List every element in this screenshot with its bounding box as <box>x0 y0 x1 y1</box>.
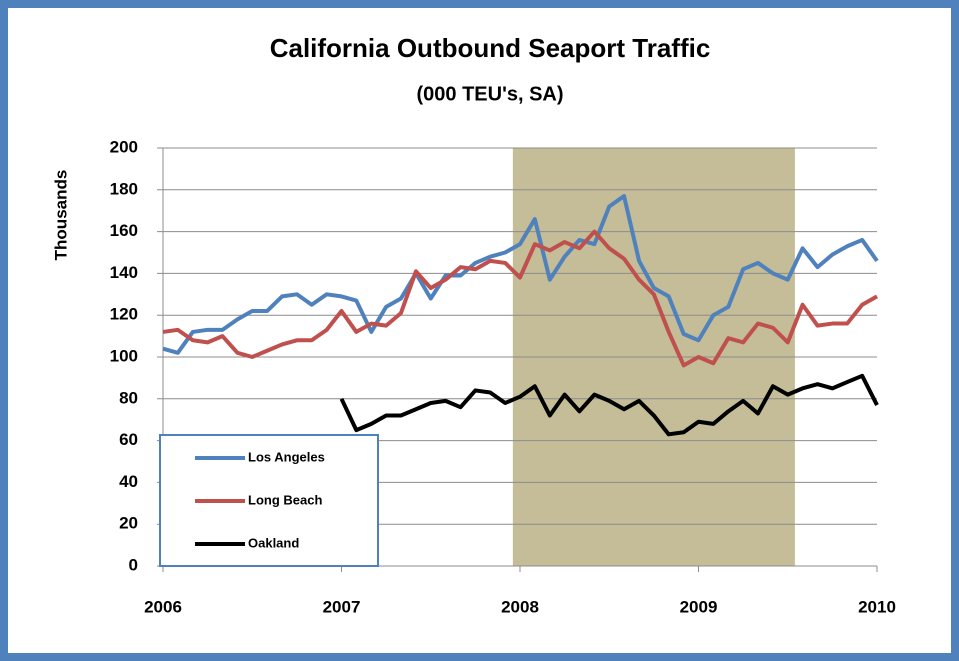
y-tick-label: 80 <box>119 388 138 407</box>
chart-subtitle: (000 TEU's, SA) <box>416 83 563 105</box>
chart-title: California Outbound Seaport Traffic <box>270 33 711 63</box>
y-tick-label: 160 <box>110 221 138 240</box>
y-tick-label: 140 <box>110 263 138 282</box>
y-tick-label: 20 <box>119 514 138 533</box>
x-tick-label: 2008 <box>501 597 539 616</box>
y-tick-label: 100 <box>110 346 138 365</box>
series-line <box>162 194 879 355</box>
legend-label: Long Beach <box>248 492 322 507</box>
y-tick-label: 60 <box>119 430 138 449</box>
y-tick-label: 120 <box>110 305 138 324</box>
y-tick-label: 0 <box>129 555 138 574</box>
x-tick-label: 2010 <box>858 597 896 616</box>
y-axis-label: Thousands <box>51 170 70 261</box>
series-line <box>162 229 878 368</box>
legend-label: Los Angeles <box>248 449 325 464</box>
x-tick-label: 2009 <box>680 597 718 616</box>
x-tick-label: 2006 <box>144 597 182 616</box>
x-tick-label: 2007 <box>323 597 361 616</box>
series-line <box>339 373 879 437</box>
y-tick-label: 40 <box>119 472 138 491</box>
y-tick-label: 180 <box>110 179 138 198</box>
y-tick-label: 200 <box>110 137 138 156</box>
legend-label: Oakland <box>248 535 299 550</box>
